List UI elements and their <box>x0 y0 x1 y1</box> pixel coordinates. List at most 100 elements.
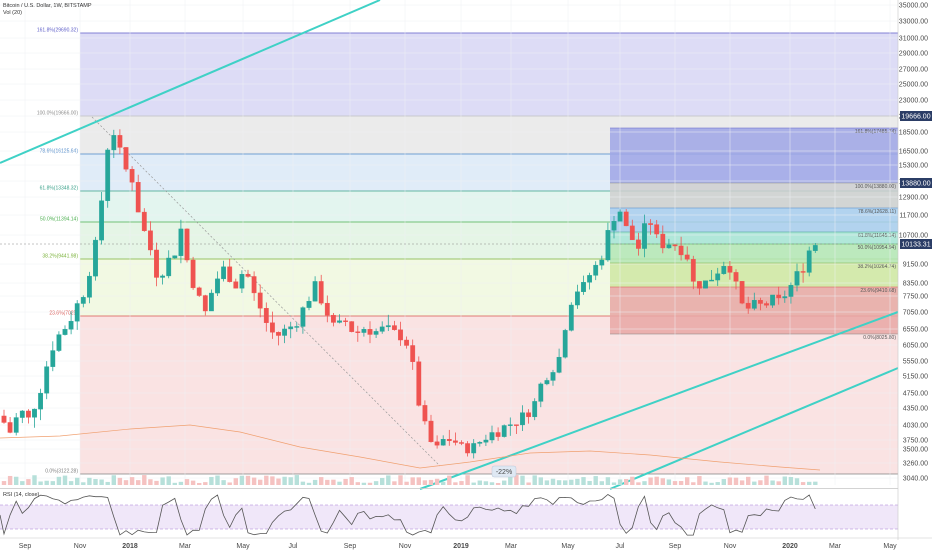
candle-body <box>538 383 544 402</box>
candle-body <box>276 332 281 336</box>
candle-body <box>800 271 806 273</box>
volume-bar <box>367 482 373 485</box>
fib-label-left: 38.2%(9441.98) <box>42 254 78 260</box>
price-tick-label: 33000.00 <box>899 19 928 26</box>
candle-body <box>605 230 611 261</box>
candle-body <box>727 266 733 273</box>
price-badge <box>900 178 932 188</box>
fib-label-left: 61.8%(13348.32) <box>40 186 79 192</box>
candle-body <box>111 135 117 151</box>
candle-body <box>50 350 56 367</box>
volume-bar <box>459 481 464 485</box>
fib-label-right: 61.8%(11645.14) <box>858 233 896 239</box>
volume-bar <box>50 481 55 485</box>
pane-divider <box>0 488 932 489</box>
candle-body <box>428 420 434 443</box>
volume-bar <box>239 475 245 485</box>
price-tick-label: 31000.00 <box>899 36 928 43</box>
volume-bar <box>758 480 763 485</box>
candle-body <box>532 401 538 418</box>
candle-body <box>788 285 794 297</box>
price-badge-label: 10133.31 <box>901 242 930 249</box>
volume-bar <box>636 482 641 485</box>
candle-body <box>636 239 641 249</box>
volume-bar <box>453 482 458 485</box>
volume-bar <box>349 477 354 485</box>
trendline[interactable] <box>419 311 899 490</box>
rsi-label: RSI (14, close) <box>3 492 40 498</box>
candle-body <box>758 300 763 304</box>
time-tick-label: Mar <box>179 543 192 550</box>
volume-bar <box>355 482 360 485</box>
drawdown-annotation[interactable]: -22% <box>491 465 517 478</box>
time-tick-label: Mar <box>505 543 518 550</box>
volume-bar <box>380 477 385 485</box>
candle-body <box>178 228 184 256</box>
candle-body <box>26 410 31 418</box>
volume-bar <box>544 480 550 485</box>
volume-bar <box>556 480 562 485</box>
volume-bar <box>611 482 617 485</box>
volume-bar <box>105 481 110 485</box>
time-tick-label: Sep <box>344 543 357 550</box>
candle-body <box>202 295 208 312</box>
volume-bar <box>251 477 257 485</box>
volume-bar <box>642 481 647 485</box>
volume-bar <box>325 479 330 485</box>
volume-bar <box>575 478 580 485</box>
volume-bar <box>660 478 665 485</box>
volume-ma-line <box>0 424 821 471</box>
candle-body <box>294 326 300 328</box>
volume-bar <box>233 478 238 485</box>
volume-bar <box>294 475 299 485</box>
candle-body <box>147 230 153 251</box>
candle-body <box>221 266 226 280</box>
candle-body <box>172 255 178 259</box>
time-tick-label: May <box>236 543 250 550</box>
volume-bar <box>691 482 696 485</box>
trendline[interactable] <box>0 0 381 164</box>
volume-bar <box>81 482 86 485</box>
fib-label-left: 78.6%(16125.64) <box>40 149 79 155</box>
volume-bar <box>75 477 80 485</box>
volume-bar <box>178 481 184 485</box>
time-axis[interactable]: Sep Nov 2018 Mar May Jul Sep Nov 2019 Mar May Jul Se… <box>0 537 932 550</box>
volume-bar <box>123 480 129 485</box>
volume-bar <box>654 476 659 485</box>
volume-bar <box>746 476 751 485</box>
fib-label-right: 23.6%(9410.68) <box>860 288 896 294</box>
candle-body <box>312 281 318 302</box>
volume-bar <box>520 475 525 485</box>
fib-zone-right <box>610 263 898 287</box>
trendline[interactable] <box>609 367 899 490</box>
price-axis[interactable]: 35000.00 33000.00 31000.00 29000.00 27000.00… <box>897 0 932 550</box>
volume-bar <box>404 481 409 485</box>
price-tick-label: 15300.00 <box>899 163 928 170</box>
candle-body <box>337 320 342 323</box>
candle-body <box>80 297 86 304</box>
volume-bar <box>605 477 611 485</box>
volume-bar <box>495 482 501 485</box>
volume-bar <box>630 476 635 485</box>
fib-label-right: 78.6%(12628.11) <box>858 209 896 215</box>
candle-body <box>86 275 92 298</box>
candle-body <box>526 412 532 418</box>
volume-bar <box>477 480 482 485</box>
volume-bar <box>416 477 421 485</box>
volume-bar <box>489 482 495 485</box>
price-tick-label: 3040.00 <box>903 476 928 483</box>
fib-label-left: 23.6%(7025) <box>49 311 78 317</box>
price-tick-label: 6050.00 <box>903 343 928 350</box>
candle-body <box>459 442 464 444</box>
price-axis-bg <box>898 0 932 550</box>
grid <box>0 0 898 485</box>
candle-body <box>239 274 245 289</box>
candle-body <box>404 339 409 346</box>
price-tick-label: 10700.00 <box>899 233 928 240</box>
candle-body <box>745 302 751 309</box>
candle-body <box>544 380 550 385</box>
volume-bar <box>441 481 446 485</box>
volume-bar <box>428 479 434 485</box>
candle-body <box>422 405 428 422</box>
